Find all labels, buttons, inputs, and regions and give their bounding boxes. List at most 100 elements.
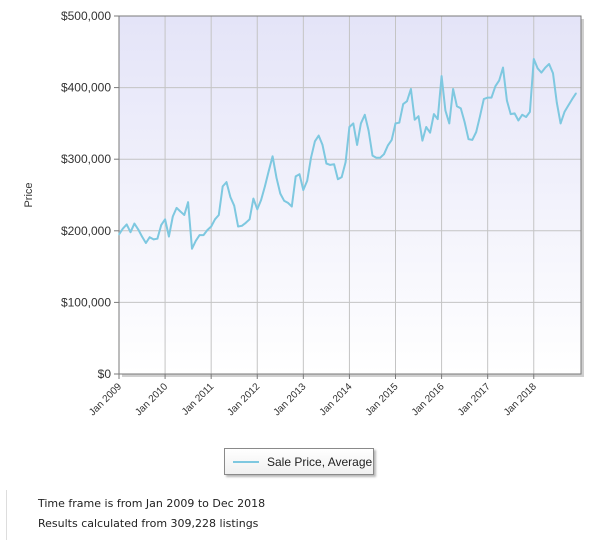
data-point	[229, 196, 232, 198]
data-point	[125, 223, 128, 226]
data-point	[567, 104, 570, 107]
data-point	[187, 201, 189, 203]
data-point	[552, 72, 554, 75]
y-tick-label: $300,000	[61, 152, 111, 166]
data-point	[360, 122, 362, 125]
data-point	[356, 144, 358, 146]
data-point	[559, 122, 562, 125]
data-point	[172, 215, 174, 218]
gridlines	[119, 16, 581, 374]
data-point	[210, 225, 212, 228]
data-point	[241, 225, 243, 227]
x-tick-label: Jan 2012	[225, 381, 262, 418]
series-layer	[118, 58, 577, 250]
data-point	[390, 139, 393, 141]
data-point	[525, 116, 527, 118]
data-point	[406, 100, 408, 102]
data-point	[137, 228, 139, 231]
data-point	[291, 205, 293, 208]
data-point	[402, 103, 405, 105]
data-point	[294, 175, 297, 178]
data-point	[233, 204, 235, 207]
data-point	[310, 157, 312, 159]
data-point	[325, 162, 328, 165]
data-point	[460, 107, 462, 110]
data-point	[156, 237, 159, 240]
x-tick-label: Jan 2010	[133, 381, 170, 418]
data-point	[502, 66, 504, 69]
data-point	[494, 85, 497, 87]
data-point	[160, 224, 162, 226]
data-point	[425, 126, 428, 128]
data-point	[486, 96, 489, 99]
data-point	[183, 214, 186, 216]
x-tick-label: Jan 2017	[456, 381, 493, 418]
x-tick-label: Jan 2014	[318, 381, 355, 418]
data-point	[413, 119, 416, 121]
data-point	[271, 155, 274, 158]
data-point	[440, 75, 443, 77]
data-point	[563, 111, 566, 113]
data-point	[344, 161, 347, 163]
data-point	[444, 109, 447, 112]
data-point	[452, 88, 454, 90]
data-point	[141, 235, 143, 238]
data-point	[544, 66, 547, 69]
plot-area	[119, 16, 581, 374]
data-point	[483, 98, 485, 100]
data-point	[118, 233, 120, 236]
data-point	[379, 157, 381, 159]
data-point	[509, 113, 512, 115]
data-point	[375, 157, 378, 159]
legend-label: Sale Price, Average	[267, 454, 373, 469]
data-point	[410, 88, 412, 90]
legend-swatch	[233, 460, 259, 463]
data-point	[321, 144, 324, 146]
data-point	[467, 138, 470, 140]
y-tick-label: $0	[98, 367, 112, 381]
data-point	[275, 177, 278, 179]
listings-count-text: Results calculated from 309,228 listings	[38, 517, 259, 530]
data-point	[152, 238, 155, 241]
x-tick-label: Jan 2018	[502, 381, 539, 418]
data-point	[287, 202, 289, 204]
data-point	[340, 176, 343, 178]
data-point	[248, 218, 251, 221]
plot-border	[118, 15, 582, 375]
data-point	[148, 236, 151, 238]
data-point	[333, 163, 335, 165]
time-frame-text: Time frame is from Jan 2009 to Dec 2018	[38, 497, 266, 510]
data-point	[195, 240, 197, 242]
data-point	[260, 199, 262, 201]
data-point	[198, 234, 201, 236]
data-point	[317, 134, 320, 137]
data-point	[302, 189, 305, 191]
data-point	[548, 63, 550, 65]
data-point	[571, 98, 573, 100]
data-point	[218, 214, 220, 216]
data-point	[164, 218, 166, 221]
data-point	[256, 208, 259, 211]
data-point	[244, 222, 247, 224]
x-tick-label: Jan 2013	[272, 381, 309, 418]
data-point	[456, 105, 458, 107]
data-point	[122, 227, 124, 230]
data-point	[421, 139, 424, 142]
data-point	[575, 92, 577, 95]
y-tick-label: $500,000	[61, 9, 111, 23]
data-point	[498, 79, 501, 82]
x-tick-label: Jan 2009	[87, 381, 124, 418]
data-point	[513, 112, 516, 115]
y-axis-title: Price	[23, 182, 35, 207]
data-point	[352, 122, 355, 125]
data-point	[133, 222, 136, 225]
data-point	[490, 96, 493, 99]
data-point	[533, 58, 535, 60]
data-point	[479, 115, 481, 117]
data-point	[264, 185, 266, 188]
data-point	[252, 197, 255, 200]
data-point	[367, 129, 370, 132]
data-point	[433, 113, 435, 115]
data-point	[279, 192, 282, 195]
data-point	[168, 235, 170, 238]
